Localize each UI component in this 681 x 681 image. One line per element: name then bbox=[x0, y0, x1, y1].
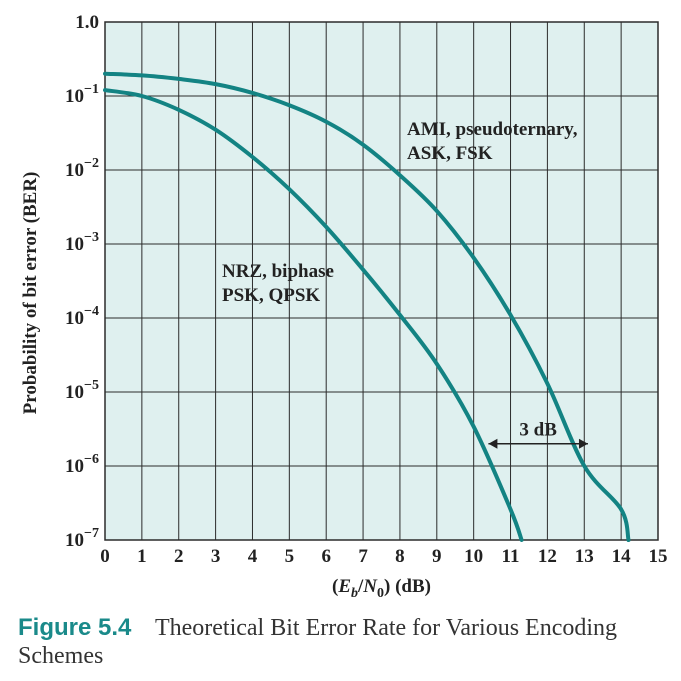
x-tick-label-15: 15 bbox=[649, 546, 668, 567]
x-tick-label-7: 7 bbox=[358, 546, 368, 567]
x-axis-ticks: 0 1 2 3 4 5 6 7 8 9 10 11 12 13 14 15 bbox=[100, 546, 667, 567]
x-tick-label-13: 13 bbox=[575, 546, 594, 567]
x-tick-label-2: 2 bbox=[174, 546, 184, 567]
x-tick-label-14: 14 bbox=[612, 546, 632, 567]
y-axis-ticks: 1.0 10−1 10−2 10−3 10−4 10−5 10−6 10−7 bbox=[65, 12, 99, 551]
x-tick-label-0: 0 bbox=[100, 546, 110, 567]
series-group bbox=[103, 71, 631, 542]
y-tick-label-4: 10−4 bbox=[65, 304, 99, 329]
x-tick-label-6: 6 bbox=[321, 546, 331, 567]
series-labels: AMI, pseudoternary, ASK, FSK NRZ, biphase P… bbox=[222, 119, 578, 306]
y-axis-label: Probability of bit error (BER) bbox=[20, 172, 41, 415]
annotation-group: 3 dB bbox=[488, 420, 588, 449]
series-line-1 bbox=[103, 88, 524, 542]
series-line-0 bbox=[103, 71, 631, 542]
y-tick-label-5: 10−5 bbox=[65, 378, 99, 403]
figure-caption: Figure 5.4 Theoretical Bit Error Rate fo… bbox=[18, 614, 658, 670]
x-axis-label: (Eb/N0) (dB) bbox=[332, 576, 431, 601]
figure-number: Figure 5.4 bbox=[18, 614, 132, 641]
x-tick-label-11: 11 bbox=[502, 546, 520, 567]
x-tick-label-9: 9 bbox=[432, 546, 442, 567]
x-tick-label-4: 4 bbox=[248, 546, 258, 567]
x-tick-label-12: 12 bbox=[538, 546, 557, 567]
x-tick-label-8: 8 bbox=[395, 546, 405, 567]
annotation-arrowhead-right-0 bbox=[578, 438, 588, 449]
x-tick-label-1: 1 bbox=[137, 546, 147, 567]
x-tick-label-10: 10 bbox=[464, 546, 483, 567]
series-label-0-line-1: ASK, FSK bbox=[407, 143, 493, 164]
x-tick-label-3: 3 bbox=[211, 546, 221, 567]
y-tick-label-0: 1.0 bbox=[75, 12, 99, 33]
y-tick-label-1: 10−1 bbox=[65, 82, 99, 107]
x-tick-label-5: 5 bbox=[285, 546, 295, 567]
series-label-1-line-1: PSK, QPSK bbox=[222, 285, 320, 306]
y-tick-label-2: 10−2 bbox=[65, 156, 99, 181]
figure-caption-text: Theoretical Bit Error Rate for Various E… bbox=[18, 615, 618, 669]
y-tick-label-3: 10−3 bbox=[65, 230, 99, 255]
ber-chart: 3 dB 0 1 2 3 4 5 6 7 8 9 10 11 12 13 14 15 1.010−110−21… bbox=[20, 12, 668, 601]
plot-background bbox=[104, 21, 659, 541]
annotation-arrowhead-left-0 bbox=[488, 438, 498, 449]
y-tick-label-7: 10−7 bbox=[65, 526, 99, 551]
grid-lines bbox=[104, 21, 659, 541]
series-label-1-line-0: NRZ, biphase bbox=[222, 261, 334, 282]
annotation-label-0: 3 dB bbox=[519, 420, 557, 441]
y-tick-label-6: 10−6 bbox=[65, 452, 99, 477]
series-label-0-line-0: AMI, pseudoternary, bbox=[407, 119, 578, 140]
